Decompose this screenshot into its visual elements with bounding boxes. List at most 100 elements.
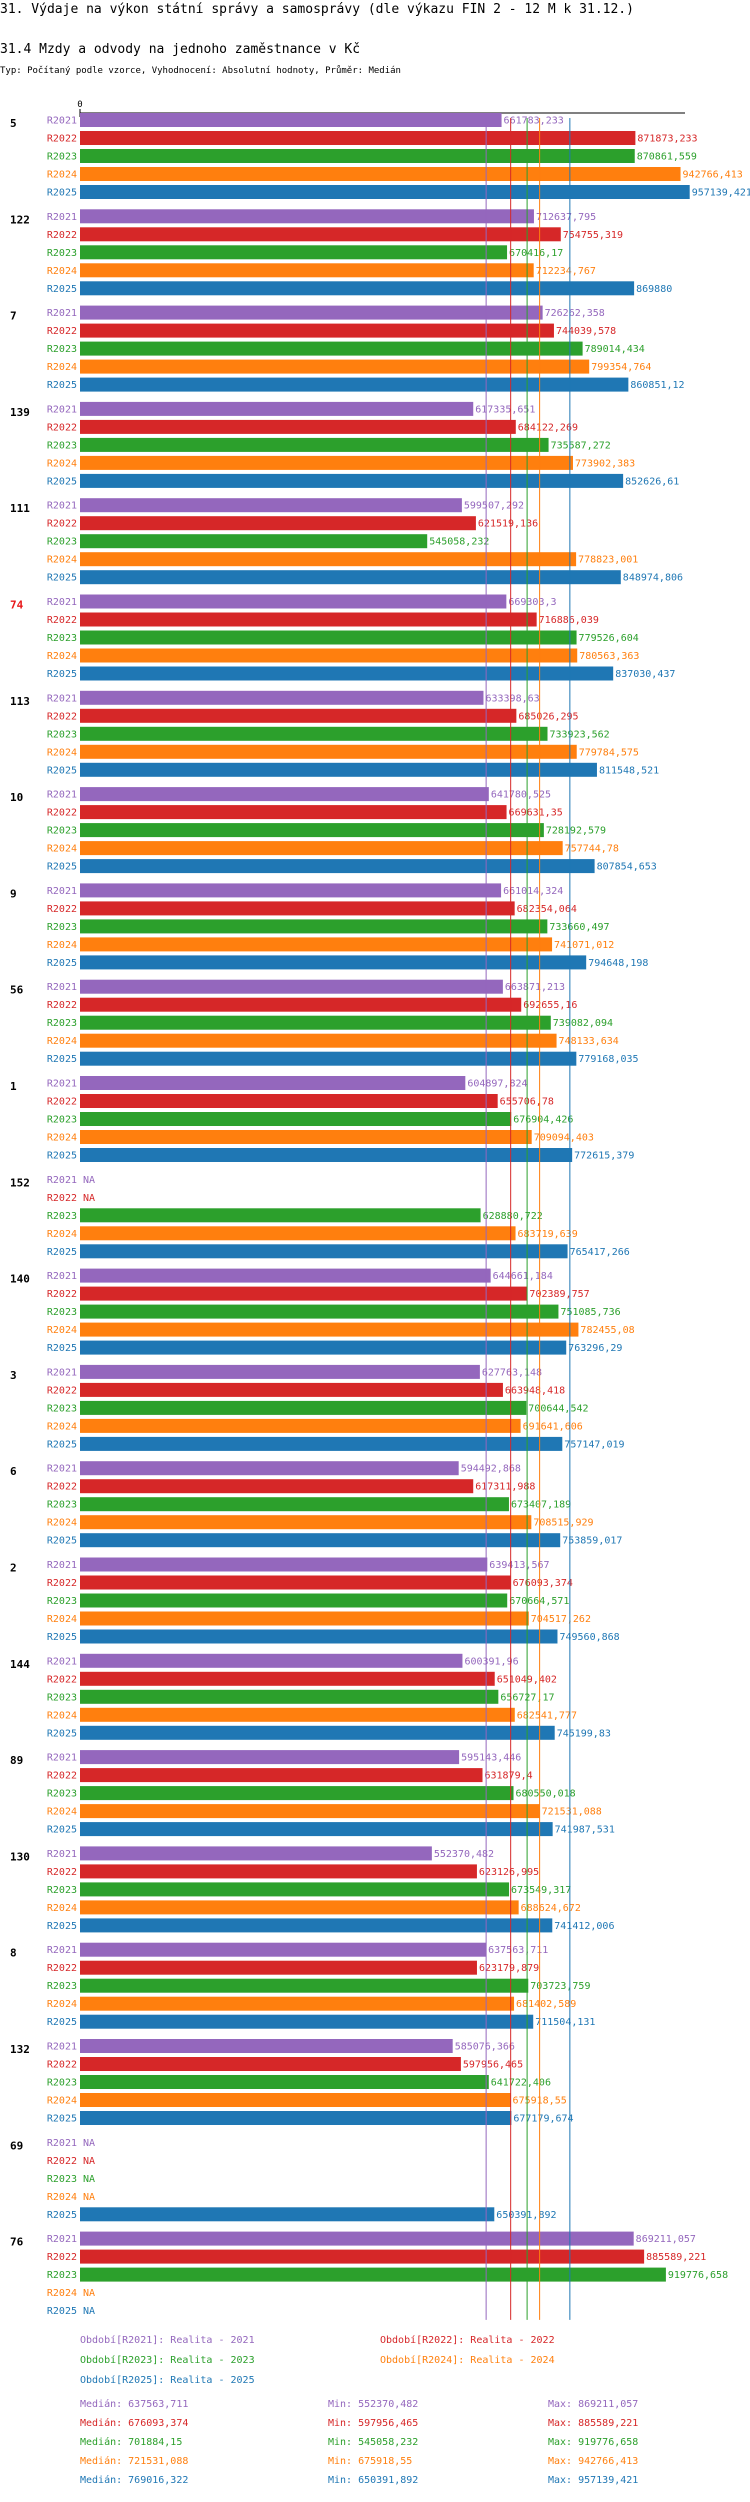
data-label-r2021: 595143,446 — [461, 1753, 521, 1764]
bar-r2025 — [80, 473, 624, 488]
series-label-r2021: R2021 — [47, 790, 77, 801]
legend-period-r2021: Období[R2021]: Realita - 2021 — [80, 2335, 255, 2346]
data-label-r2021: 552370,482 — [434, 1849, 494, 1860]
series-label-r2025: R2025 — [47, 1536, 77, 1547]
bar-r2023 — [80, 823, 544, 838]
series-label-r2021: R2021 — [47, 1656, 77, 1667]
data-label-r2021: 726262,358 — [545, 308, 605, 319]
bar-r2022 — [80, 516, 476, 531]
group-label-144: 144 — [10, 1658, 30, 1671]
data-label-r2021: 637563,711 — [488, 1945, 548, 1956]
series-label-r2022: R2022 — [47, 1674, 77, 1685]
series-label-r2021: R2021 — [47, 501, 77, 512]
series-label-r2025: R2025 — [47, 380, 77, 391]
data-label-r2021: 869211,057 — [636, 2234, 696, 2245]
data-label-r2025: 765417,266 — [570, 1247, 630, 1258]
bar-r2022 — [80, 2057, 461, 2071]
series-label-r2022: R2022 — [47, 1193, 77, 1204]
series-label-r2024: R2024 — [47, 2096, 77, 2107]
data-label-r2022: 685026,295 — [518, 711, 578, 722]
bar-r2021 — [80, 1076, 466, 1090]
data-label-r2022: 871873,233 — [637, 134, 697, 145]
series-label-r2025: R2025 — [47, 2017, 77, 2028]
series-label-r2023: R2023 — [47, 344, 77, 355]
bar-r2025 — [80, 1148, 573, 1162]
data-label-r2023: 641722,406 — [491, 2078, 551, 2089]
series-label-r2025: R2025 — [47, 2114, 77, 2125]
data-label-r2024: 691641,606 — [523, 1421, 583, 1432]
bar-r2025 — [80, 859, 595, 874]
bar-r2022 — [80, 323, 554, 338]
data-label-r2024: 708515,929 — [533, 1518, 593, 1529]
group-label-139: 139 — [10, 406, 30, 419]
legend-median-r2024: Medián: 721531,088 — [80, 2456, 189, 2467]
series-label-r2022: R2022 — [47, 1097, 77, 1108]
bar-r2023 — [80, 245, 508, 260]
data-label-r2025: 794648,198 — [588, 958, 648, 969]
series-label-r2024: R2024 — [47, 1518, 77, 1529]
data-label-r2024: 782455,08 — [580, 1325, 634, 1336]
group-label-140: 140 — [10, 1273, 30, 1286]
bar-r2022 — [80, 1382, 503, 1397]
data-label-r2025: 869880 — [636, 284, 672, 295]
bar-r2023 — [80, 1497, 509, 1512]
series-label-r2025: R2025 — [47, 2306, 77, 2317]
data-label-r2022: 754755,319 — [563, 230, 623, 241]
series-label-r2024: R2024 — [47, 940, 77, 951]
bar-r2024 — [80, 1707, 515, 1722]
bar-r2025 — [80, 1533, 561, 1548]
data-label-r2025: 650391,892 — [496, 2210, 556, 2221]
data-label-r2022: 716886,039 — [539, 615, 599, 626]
data-label-r2024: 681402,589 — [516, 1999, 576, 2010]
data-label-r2021: 663871,213 — [505, 982, 565, 993]
series-label-r2021: R2021 — [47, 1849, 77, 1860]
series-label-r2021: R2021 — [47, 1175, 77, 1186]
series-label-r2023: R2023 — [47, 248, 77, 259]
data-label-r2025: 811548,521 — [599, 765, 659, 776]
data-label-r2025: 677179,674 — [513, 2114, 573, 2125]
bar-r2025 — [80, 1051, 577, 1066]
bar-r2021 — [80, 209, 534, 224]
group-label-76: 76 — [10, 2236, 24, 2249]
bar-r2021 — [80, 1364, 480, 1379]
bar-r2022 — [80, 419, 516, 434]
bar-r2025 — [80, 2111, 512, 2125]
legend-median-r2021: Medián: 637563,711 — [80, 2399, 189, 2410]
series-label-r2022: R2022 — [47, 2060, 77, 2071]
bar-r2021 — [80, 1461, 459, 1476]
data-label-r2021: 661783,233 — [504, 116, 564, 127]
legend-max-r2021: Max: 869211,057 — [548, 2399, 639, 2410]
legend-period-r2023: Období[R2023]: Realita - 2023 — [80, 2355, 255, 2366]
bar-r2024 — [80, 1804, 540, 1819]
series-label-r2023: R2023 — [47, 2270, 77, 2281]
group-label-2: 2 — [10, 1562, 17, 1575]
legend-period-r2022: Období[R2022]: Realita - 2022 — [380, 2335, 555, 2346]
data-label-r2024: 799354,764 — [591, 362, 651, 373]
data-label-r2024: 712234,767 — [536, 266, 596, 277]
series-label-r2022: R2022 — [47, 230, 77, 241]
data-label-r2023: 733660,497 — [549, 922, 609, 933]
legend-min-r2024: Min: 675918,55 — [328, 2456, 413, 2467]
bar-r2025 — [80, 1629, 558, 1644]
data-label-r2024: 709094,403 — [534, 1133, 594, 1144]
bar-r2022 — [80, 1286, 528, 1301]
bar-r2021 — [80, 883, 502, 898]
series-label-r2023: R2023 — [47, 1596, 77, 1607]
data-label-r2022: 702389,757 — [529, 1289, 589, 1300]
bar-r2021 — [80, 2231, 634, 2246]
data-label-r2025: 711504,131 — [535, 2017, 595, 2028]
data-label-r2021: 617335,651 — [475, 404, 535, 415]
series-label-r2021: R2021 — [47, 116, 77, 127]
legend-min-r2025: Min: 650391,892 — [328, 2475, 419, 2486]
bar-r2023 — [80, 1015, 551, 1030]
legend-min-r2023: Min: 545058,232 — [328, 2437, 419, 2448]
bar-r2023 — [80, 726, 548, 741]
data-label-r2023: 739082,094 — [553, 1018, 613, 1029]
series-label-r2024: R2024 — [47, 1229, 77, 1240]
group-label-130: 130 — [10, 1850, 30, 1863]
bar-r2023 — [80, 149, 635, 163]
data-label-r2021: 627763,148 — [482, 1367, 542, 1378]
series-label-r2025: R2025 — [47, 765, 77, 776]
bar-r2021 — [80, 594, 507, 609]
